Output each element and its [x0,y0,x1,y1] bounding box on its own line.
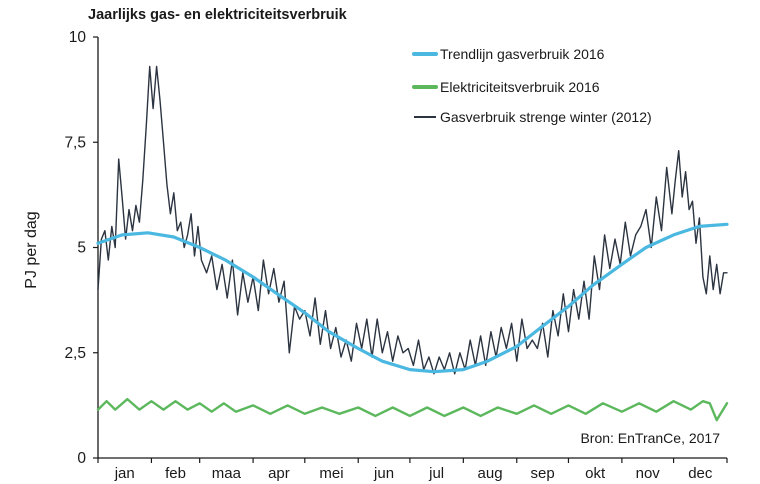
x-ticks: jan feb maa apr mei jun jul aug sep okt nov dec [97,458,728,482]
legend-label-winter: Gasverbruik strenge winter (2012) [440,109,652,125]
y-ticks: 0 2,5 5 7,5 10 [64,29,98,467]
y-tick-label: 0 [77,450,86,467]
legend-item-electricity: Elektriciteitsverbruik 2016 [412,79,600,95]
y-tick-label: 2,5 [64,345,86,362]
legend-label-trend: Trendlijn gasverbruik 2016 [440,46,605,62]
x-tick-label: jul [428,465,444,482]
x-tick-label: nov [636,465,661,482]
x-tick-label: aug [478,465,503,482]
y-axis-label: PJ per dag [23,211,40,288]
x-tick-label: sep [531,465,555,482]
series-line-trend [96,222,729,374]
series-group [96,65,729,422]
x-tick-label: feb [165,465,186,482]
y-tick-label: 5 [77,240,86,257]
x-tick-label: maa [212,465,242,482]
legend-item-trend: Trendlijn gasverbruik 2016 [412,46,605,62]
y-tick-label: 7,5 [64,134,86,151]
x-tick-label: mei [319,465,343,482]
x-tick-label: okt [585,465,606,482]
x-tick-label: dec [688,465,713,482]
series-line-winter [97,65,728,375]
legend-item-winter: Gasverbruik strenge winter (2012) [414,109,652,125]
x-tick-label: apr [268,465,290,482]
series-line-electricity [96,397,729,422]
x-tick-label: jan [114,465,135,482]
chart-title: Jaarlijks gas- en elektriciteitsverbruik [88,7,348,23]
y-tick-label: 10 [69,29,87,46]
legend: Trendlijn gasverbruik 2016 Elektriciteit… [412,46,652,125]
x-tick-label: jun [373,465,394,482]
source-note: Bron: EnTranCe, 2017 [580,430,720,446]
legend-label-electricity: Elektriciteitsverbruik 2016 [440,79,600,95]
